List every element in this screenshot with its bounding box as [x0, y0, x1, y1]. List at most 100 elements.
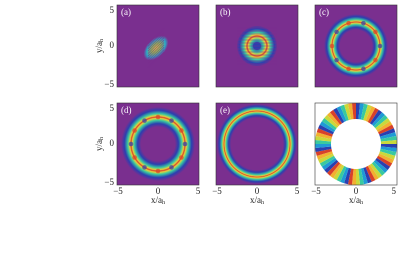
density-spot: [155, 114, 161, 120]
density-spot: [373, 29, 378, 35]
y-axis-subscript: h: [99, 137, 105, 140]
panel: (b): [216, 5, 298, 87]
density-spot: [155, 168, 161, 174]
phase-wedge: [367, 164, 379, 181]
x-axis-label: x/ah: [250, 195, 264, 206]
phase-wedge: [375, 157, 391, 171]
x-tick-label: 0: [156, 186, 161, 196]
phase-wedge: [380, 146, 397, 152]
panel: (d): [117, 103, 199, 185]
density-spot: [169, 165, 174, 170]
panel-label: (a): [121, 7, 131, 17]
density-spot: [182, 141, 188, 147]
density-ring: [217, 104, 297, 184]
y-axis-label: y/ah: [94, 137, 105, 151]
phase-wedge: [315, 144, 332, 149]
phase-wedge: [344, 167, 352, 185]
phase-wedge: [378, 124, 394, 135]
density-spot: [334, 57, 339, 63]
y-tick-label: 0: [110, 40, 115, 50]
panel: (f): [315, 103, 397, 185]
phase-wedge: [371, 161, 385, 176]
phase-wedge: [315, 132, 333, 140]
phase-wedge: [333, 107, 345, 124]
density-spot: [346, 20, 351, 26]
panel-frame: [116, 4, 200, 88]
phase-wedge: [333, 164, 345, 181]
panel: (e): [216, 103, 298, 185]
density-spot: [377, 43, 383, 49]
density-ring: [324, 14, 388, 78]
phase-wedge: [348, 103, 354, 120]
phase-wedge: [369, 109, 383, 125]
phase-wedge: [340, 167, 349, 184]
phase-wedge: [379, 132, 397, 140]
panel-frame: [314, 102, 398, 186]
phase-wedge: [363, 167, 372, 184]
phase-wedge: [324, 159, 339, 173]
phase-wedge: [336, 106, 347, 122]
panel-label: (d): [121, 105, 132, 115]
phase-wedge: [369, 163, 383, 179]
panel-frame: [314, 4, 398, 88]
x-tick-label: 5: [196, 186, 201, 196]
y-tick-label: −5: [104, 177, 114, 187]
phase-wedge: [351, 168, 356, 185]
phase-wedge: [351, 103, 356, 120]
phase-wedge: [363, 104, 372, 121]
x-tick-label: −5: [311, 186, 321, 196]
phase-wedge: [373, 115, 388, 129]
phase-wedge: [315, 148, 333, 156]
stripe: [147, 44, 165, 62]
phase-wedge: [365, 166, 376, 182]
phase-wedge: [358, 168, 364, 185]
stripe: [147, 30, 165, 47]
phase-wedge: [315, 146, 332, 152]
x-tick-label: 5: [392, 186, 397, 196]
phase-wedge: [367, 107, 379, 124]
phase-wedge: [327, 112, 341, 127]
panel-label: (f): [319, 105, 328, 115]
phase-wedge: [380, 136, 397, 142]
phase-wedge: [318, 124, 334, 135]
panel: (a): [117, 5, 199, 87]
phase-wedge: [340, 104, 349, 121]
phase-wedge: [356, 168, 361, 185]
phase-wedge: [315, 136, 332, 142]
x-tick-label: −5: [113, 186, 123, 196]
density-spot: [169, 118, 174, 123]
panel-frame: [215, 102, 299, 186]
density-spot: [179, 128, 184, 133]
phase-wedge: [378, 153, 394, 164]
density-spot: [128, 141, 134, 147]
stripe: [147, 51, 165, 69]
phase-wedge: [376, 155, 393, 167]
phase-wedge: [360, 103, 368, 121]
phase-wedge: [380, 139, 397, 144]
phase-wedge: [379, 148, 397, 156]
panel-label: (b): [220, 7, 231, 17]
panel-label: (e): [220, 105, 230, 115]
phase-wedge: [336, 166, 347, 182]
phase-wedge: [348, 168, 354, 185]
y-tick-label: 0: [110, 138, 115, 148]
stripe: [147, 37, 165, 54]
phase-wedge: [321, 117, 337, 131]
phase-wedge: [329, 163, 343, 179]
phase-wedge: [379, 151, 396, 160]
panel: (c): [315, 5, 397, 87]
phase-wedge: [356, 103, 361, 120]
x-axis-subscript: h: [261, 200, 264, 206]
density-spot: [142, 118, 147, 123]
phase-wedge: [358, 103, 364, 120]
density-spot: [361, 66, 366, 72]
density-spot: [373, 57, 378, 63]
phase-wedge: [321, 157, 337, 171]
x-tick-label: −5: [212, 186, 222, 196]
phase-wedge: [379, 128, 396, 137]
stripe: [147, 39, 165, 57]
density-ring: [121, 107, 195, 181]
phase-wedge: [376, 121, 393, 133]
phase-wedge: [371, 112, 385, 127]
